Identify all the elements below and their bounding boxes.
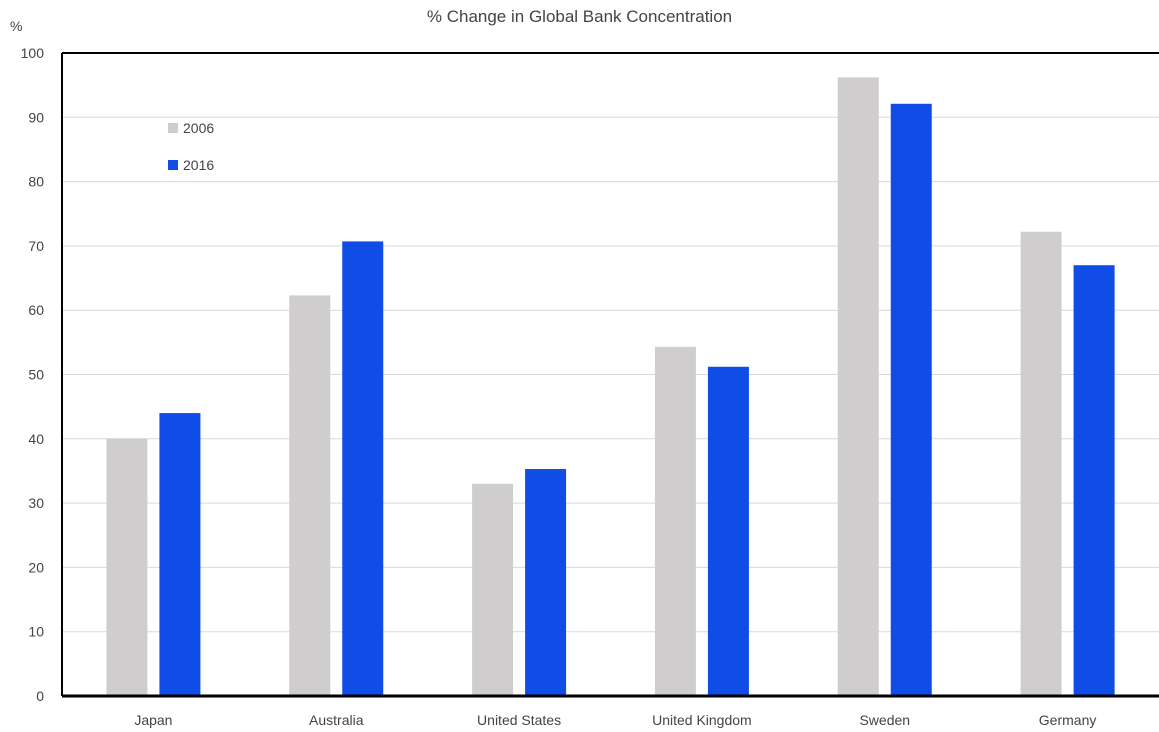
- x-tick-label: United States: [477, 712, 561, 728]
- y-tick-label: 40: [28, 431, 44, 447]
- bar-2006-germany: [1020, 231, 1062, 696]
- x-tick-label: Sweden: [859, 712, 910, 728]
- bar-2006-australia: [289, 295, 331, 696]
- x-tick-label: United Kingdom: [652, 712, 752, 728]
- y-tick-label: 0: [36, 688, 44, 704]
- bar-2006-japan: [106, 438, 148, 696]
- axes: 0 10 20 30 40 50 60 70 80 90 100% Japan Australia Uni…: [10, 18, 1159, 728]
- bar-2016-australia: [342, 241, 384, 697]
- y-tick-label: 30: [28, 495, 44, 511]
- legend: 2006 2016: [168, 120, 214, 173]
- gridlines: [62, 116, 1159, 633]
- bar-2016-sweden: [890, 103, 932, 696]
- y-tick-label: 20: [28, 559, 44, 575]
- legend-swatch: [168, 160, 178, 170]
- chart-title: % Change in Global Bank Concentration: [426, 7, 733, 26]
- bar-2016-japan: [159, 413, 201, 696]
- y-axis-unit-label: %: [10, 18, 22, 34]
- legend-label: 2006: [183, 120, 214, 136]
- y-tick-label: 70: [28, 238, 44, 254]
- y-tick-label: 100: [21, 45, 45, 61]
- bars: [106, 77, 1115, 697]
- bar-2006-united-kingdom: [654, 346, 696, 696]
- bar-2016-germany: [1073, 265, 1115, 696]
- x-tick-label: Australia: [309, 712, 364, 728]
- y-tick-label: 50: [28, 367, 44, 383]
- y-tick-label: 80: [28, 174, 44, 190]
- bar-2006-sweden: [837, 77, 879, 696]
- bar-2016-united-states: [525, 469, 567, 696]
- y-tick-label: 90: [28, 109, 44, 125]
- bar-2006-united-states: [472, 483, 514, 696]
- y-tick-label: 10: [28, 624, 44, 640]
- y-tick-label: 60: [28, 302, 44, 318]
- x-tick-label: Japan: [134, 712, 172, 728]
- legend-swatch: [168, 123, 178, 133]
- bar-2016-united-kingdom: [707, 366, 749, 696]
- x-tick-label: Germany: [1039, 712, 1097, 728]
- legend-label: 2016: [183, 157, 214, 173]
